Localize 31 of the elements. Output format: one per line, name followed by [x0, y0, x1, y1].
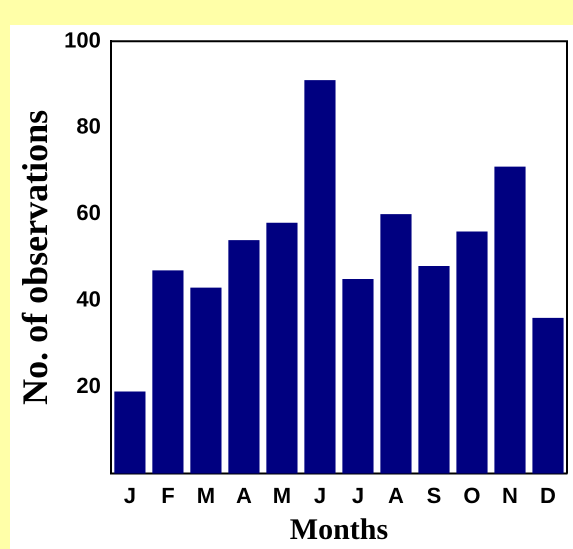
bar	[380, 214, 412, 474]
x-tick-label: F	[161, 482, 175, 508]
x-tick-label: D	[540, 482, 556, 508]
y-tick-label: 20	[76, 373, 101, 398]
bar	[494, 166, 526, 474]
bar	[304, 80, 336, 474]
bar	[418, 266, 450, 474]
x-tick-label: M	[272, 482, 292, 508]
bar	[228, 240, 260, 474]
bar	[190, 288, 222, 474]
bar	[266, 222, 298, 474]
x-tick-label: J	[314, 482, 326, 508]
bar	[114, 391, 146, 474]
y-tick-label: 40	[76, 286, 101, 312]
y-axis-title: No. of observations	[14, 110, 55, 405]
x-tick-label: O	[463, 482, 481, 508]
x-tick-label: J	[124, 482, 136, 508]
x-tick-label: J	[352, 482, 364, 508]
y-tick-label: 100	[64, 27, 101, 52]
x-tick-label: A	[388, 482, 404, 508]
x-axis-title: Months	[290, 512, 388, 546]
bar	[456, 231, 488, 474]
y-tick-label: 60	[76, 200, 101, 226]
bar	[152, 270, 184, 474]
x-tick-label: A	[236, 482, 252, 508]
x-tick-label: N	[502, 482, 518, 508]
bar	[342, 279, 374, 474]
y-tick-label: 80	[76, 114, 101, 139]
x-tick-label: M	[196, 482, 216, 508]
bar	[532, 318, 564, 474]
x-tick-label: S	[426, 482, 442, 508]
